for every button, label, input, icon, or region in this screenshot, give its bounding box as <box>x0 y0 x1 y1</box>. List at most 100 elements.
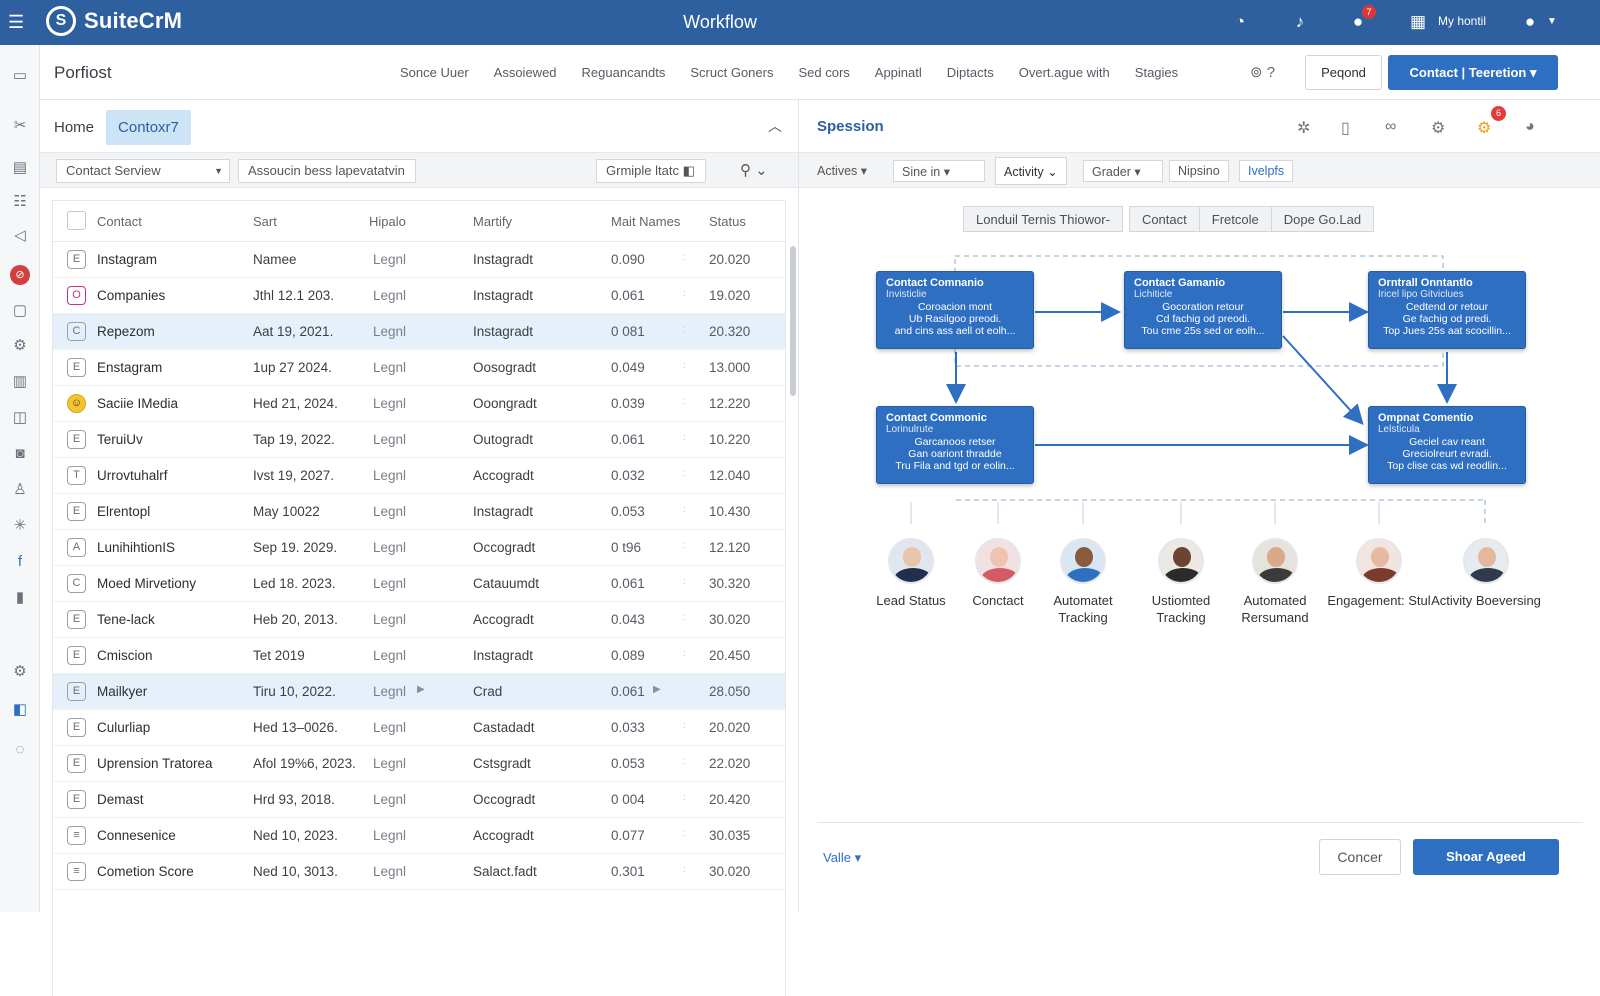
contact-name[interactable]: Repezom <box>97 324 155 339</box>
nav-link[interactable]: Assoiewed <box>493 65 557 80</box>
notifications-icon[interactable]: ● <box>1352 12 1364 31</box>
table-row[interactable]: E Cmiscion Tet 2019 Legnl Instagradt 0.089: 20… <box>53 638 785 674</box>
col-martify[interactable]: Martify <box>473 214 512 229</box>
folder-icon[interactable]: ▢ <box>12 302 28 319</box>
clock-icon[interactable]: ◔ <box>1234 12 1246 31</box>
play-icon[interactable]: ▶ <box>653 684 661 695</box>
play-icon[interactable]: ▶ <box>417 684 425 695</box>
grid-icon[interactable]: ▦ <box>1409 12 1427 31</box>
table-row[interactable]: E TeruiUv Tap 19, 2022. Legnl Outogradt 0.061… <box>53 422 785 458</box>
table-row[interactable]: E Demast Hrd 93, 2018. Legnl Occogradt 0 004:… <box>53 782 785 818</box>
breadcrumb-current[interactable]: Contoxr7 <box>106 110 191 145</box>
col-start[interactable]: Sart <box>253 214 277 229</box>
workflow-node[interactable]: Contact Comnanio Invisticlie Coroacion m… <box>876 271 1034 349</box>
secondary-button[interactable]: Peqond <box>1305 55 1382 90</box>
building-icon[interactable]: ▥ <box>12 373 28 390</box>
user-icon[interactable]: ♙ <box>13 481 27 498</box>
col-status[interactable]: Status <box>709 214 746 229</box>
value-dropdown[interactable]: Valle ▾ <box>823 850 862 865</box>
nav-link[interactable]: Scruct Goners <box>690 65 774 80</box>
chevron-up-icon[interactable]: ︿ <box>768 118 782 134</box>
link-icon[interactable]: ∞ <box>1385 118 1397 135</box>
col-contact[interactable]: Contact <box>97 214 142 229</box>
table-row[interactable]: E Enstagram 1up 27 2024. Legnl Oosogradt 0.04… <box>53 350 785 386</box>
profile-icon[interactable]: ● <box>1524 12 1536 31</box>
search-icon[interactable]: ⚲ ⌄ <box>740 162 768 179</box>
inbox-icon[interactable]: ▭ <box>12 67 28 84</box>
association-filter[interactable]: Assoucin bess lapevatatvin <box>238 159 416 183</box>
chat-icon[interactable]: ◌ <box>15 741 25 758</box>
chat-icon[interactable]: ◕ <box>1525 118 1535 135</box>
contact-name[interactable]: TeruiUv <box>97 432 143 447</box>
contact-name[interactable]: Instagram <box>97 252 158 267</box>
settings-icon[interactable]: ✲ <box>1297 120 1311 137</box>
nipsino-filter[interactable]: Nipsino <box>1169 160 1229 182</box>
document-icon[interactable]: ▤ <box>12 159 28 176</box>
list-icon[interactable]: ☷ <box>13 193 27 210</box>
contact-name[interactable]: Mailkyer <box>97 684 148 699</box>
table-row[interactable]: E Culurliap Hed 13–0026. Legnl Castadadt 0.03… <box>53 710 785 746</box>
table-scrollbar[interactable] <box>790 246 796 396</box>
col-mait-names[interactable]: Mait Names <box>611 214 681 229</box>
app-logo[interactable]: S SuiteCrM <box>46 6 182 36</box>
tab-fretcole[interactable]: Fretcole <box>1200 207 1272 231</box>
table-row[interactable]: ≡ Connesenice Ned 10, 2023. Legnl Accogradt 0… <box>53 818 785 854</box>
contact-action-button[interactable]: Contact | Teeretion ▾ <box>1388 55 1558 90</box>
contact-name[interactable]: LunihihtionIS <box>97 540 176 555</box>
contact-name[interactable]: Saciie IMedia <box>97 396 179 411</box>
col-hipalo[interactable]: Hipalo <box>369 214 406 229</box>
briefcase-icon[interactable]: ◫ <box>12 409 28 426</box>
music-icon[interactable]: ♪ <box>1295 12 1305 31</box>
chevron-down-icon[interactable]: ▼ <box>1547 16 1557 27</box>
stage-person[interactable]: Ustiomted Tracking <box>1126 538 1236 626</box>
tools-icon[interactable]: ✂ <box>13 117 27 134</box>
table-row[interactable]: E Elrentopl May 10022 Legnl Instagradt 0.053:… <box>53 494 785 530</box>
contact-name[interactable]: Demast <box>97 792 144 807</box>
contact-name[interactable]: Enstagram <box>97 360 163 375</box>
stage-person[interactable]: Lead Status <box>856 538 966 609</box>
tab-contact[interactable]: Contact <box>1130 207 1200 231</box>
user-menu[interactable]: My hontil <box>1438 14 1487 28</box>
activity-filter[interactable]: Activity ⌄ <box>995 157 1067 185</box>
simple-filter[interactable]: Grmiple ltatc ◧ <box>596 159 706 183</box>
select-all-checkbox[interactable] <box>67 211 86 230</box>
workflow-node[interactable]: Orntrall Onntantlo Iricel lipo Gitviclue… <box>1368 271 1526 349</box>
table-row[interactable]: O Companies Jthl 12.1 203. Legnl Instagradt 0… <box>53 278 785 314</box>
contact-name[interactable]: Uprension Tratorea <box>97 756 213 771</box>
table-row[interactable]: E Mailkyer Tiru 10, 2022. Legnl ▶ Crad 0.061 ▶ 2… <box>53 674 785 710</box>
facebook-icon[interactable]: f <box>17 553 23 570</box>
warning-gear-icon[interactable]: ⚙ <box>1477 120 1492 137</box>
table-row[interactable]: C Moed Mirvetiony Led 18. 2023. Legnl Catauu… <box>53 566 785 602</box>
stage-person[interactable]: Automatet Tracking <box>1028 538 1138 626</box>
chart-icon[interactable]: ▮ <box>15 589 25 606</box>
contact-view-select[interactable]: Contact Serview ▼ <box>56 159 230 183</box>
network-icon[interactable]: ⚙ <box>13 337 27 354</box>
settings-icon[interactable]: ⚙ <box>13 663 27 680</box>
table-row[interactable]: E Uprension Tratorea Afol 19%6, 2023. Legnl… <box>53 746 785 782</box>
workflow-node[interactable]: Ompnat Comentio Lelsticula Geciel cav re… <box>1368 406 1526 484</box>
gear-icon[interactable]: ⚙ <box>1431 120 1446 137</box>
table-row[interactable]: A LunihihtionIS Sep 19. 2029. Legnl Occograd… <box>53 530 785 566</box>
nav-link[interactable]: Appinatl <box>874 65 922 80</box>
contact-name[interactable]: Urrovtuhalrf <box>97 468 168 483</box>
stage-person[interactable]: Conctact <box>943 538 1053 609</box>
tab-workflow[interactable]: Londuil Ternis Thiowor- <box>963 206 1123 232</box>
contact-name[interactable]: Connesenice <box>97 828 176 843</box>
stage-person[interactable]: Automated Rersumand <box>1220 538 1330 626</box>
table-row[interactable]: ☺ Saciie IMedia Hed 21, 2024. Legnl Ooongrad… <box>53 386 785 422</box>
table-row[interactable]: T Urrovtuhalrf Ivst 19, 2027. Legnl Accograd… <box>53 458 785 494</box>
cancel-button[interactable]: Concer <box>1319 839 1401 875</box>
alert-icon[interactable]: ⊘ <box>10 265 30 285</box>
nav-link[interactable]: Overt.ague with <box>1018 65 1110 80</box>
table-row[interactable]: C Repezom Aat 19, 2021. Legnl Instagradt 0 08… <box>53 314 785 350</box>
table-row[interactable]: E Instagram Namee Legnl Instagradt 0.090: 20.0… <box>53 242 785 278</box>
contact-name[interactable]: Tene-lack <box>97 612 155 627</box>
people-icon[interactable]: ◙ <box>15 445 25 462</box>
helps-filter[interactable]: Ivelpfs <box>1239 160 1294 182</box>
stage-person[interactable]: Activity Boeversing <box>1431 538 1541 609</box>
nav-link[interactable]: Diptacts <box>946 65 994 80</box>
star-icon[interactable]: ✳ <box>13 517 27 534</box>
stage-person[interactable]: Engagement: Stul <box>1324 538 1434 609</box>
grader-filter[interactable]: Grader ▾ <box>1083 160 1163 182</box>
contact-name[interactable]: Elrentopl <box>97 504 151 519</box>
